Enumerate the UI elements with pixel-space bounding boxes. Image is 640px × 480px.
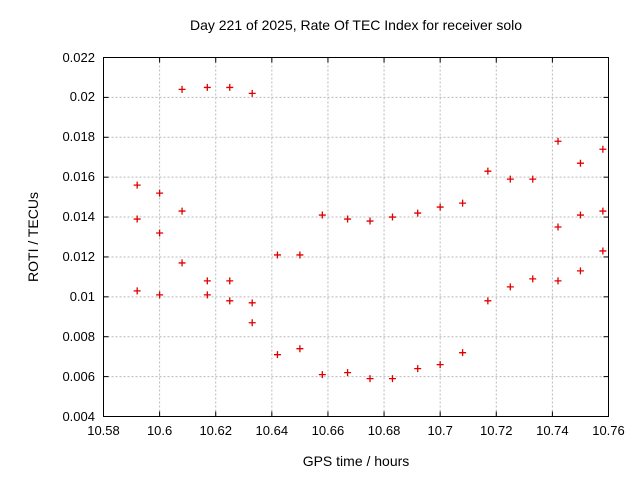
x-tick-label: 10.66 <box>311 423 345 438</box>
data-point-marker <box>436 203 444 211</box>
x-tick-label: 10.58 <box>87 423 120 438</box>
y-tick-label: 0.01 <box>69 288 95 304</box>
data-point-marker <box>459 349 467 357</box>
data-point-marker <box>248 299 256 307</box>
data-point-marker <box>506 283 514 291</box>
x-axis-label: GPS time / hours <box>302 453 410 469</box>
data-point-marker <box>414 209 422 217</box>
data-point-marker <box>296 345 304 353</box>
data-point-marker <box>156 291 164 299</box>
data-point-marker <box>248 319 256 327</box>
data-point-marker <box>133 215 141 223</box>
plot-border <box>103 57 609 417</box>
data-point-marker <box>226 277 234 285</box>
data-point-marker <box>344 369 352 377</box>
x-tick-label: 10.68 <box>367 423 401 438</box>
data-point-marker <box>273 251 281 259</box>
x-tick-label: 10.62 <box>199 423 232 438</box>
data-point-marker <box>203 291 211 299</box>
data-point-marker <box>318 371 326 379</box>
data-point-marker <box>344 215 352 223</box>
chart-title: Day 221 of 2025, Rate Of TEC Index for r… <box>189 17 523 33</box>
y-tick-label: 0.016 <box>62 169 95 185</box>
y-tick-label: 0.004 <box>62 408 95 424</box>
data-point-marker <box>296 251 304 259</box>
data-point-marker <box>178 207 186 215</box>
y-tick-label: 0.018 <box>62 129 95 145</box>
data-point-marker <box>388 213 396 221</box>
data-point-marker <box>576 211 584 219</box>
data-point-marker <box>156 229 164 237</box>
data-point-marker <box>203 277 211 285</box>
data-point-marker <box>554 223 562 231</box>
data-point-marker <box>554 277 562 285</box>
data-point-marker <box>366 217 374 225</box>
y-tick-label: 0.012 <box>62 248 95 264</box>
data-point-marker <box>133 181 141 189</box>
x-tick-label: 10.72 <box>479 423 513 438</box>
data-point-marker <box>484 297 492 305</box>
x-tick-label: 10.76 <box>592 423 625 438</box>
data-point-marker <box>318 211 326 219</box>
data-point-marker <box>133 287 141 295</box>
data-point-marker <box>366 375 374 383</box>
data-point-marker <box>506 175 514 183</box>
x-tick-label: 10.64 <box>255 423 289 438</box>
data-point-marker <box>554 137 562 145</box>
data-point-marker <box>226 83 234 91</box>
data-point-marker <box>273 351 281 359</box>
x-tick-label: 10.7 <box>427 423 453 438</box>
y-tick-label: 0.008 <box>62 328 95 344</box>
y-tick-label: 0.014 <box>62 209 95 225</box>
data-point-marker <box>226 297 234 305</box>
data-point-marker <box>436 361 444 369</box>
data-point-marker <box>599 247 607 255</box>
y-tick-label: 0.02 <box>69 89 95 105</box>
y-tick-label: 0.006 <box>62 368 95 384</box>
data-point-marker <box>203 83 211 91</box>
y-tick-label: 0.022 <box>62 49 95 65</box>
data-point-marker <box>414 365 422 373</box>
data-point-marker <box>576 159 584 167</box>
data-point-marker <box>156 189 164 197</box>
x-tick-label: 10.74 <box>536 423 569 438</box>
data-point-marker <box>178 259 186 267</box>
data-point-marker <box>459 199 467 207</box>
data-point-marker <box>388 375 396 383</box>
data-point-marker <box>599 207 607 215</box>
x-tick-label: 10.6 <box>146 423 173 438</box>
data-point-marker <box>248 89 256 97</box>
data-point-marker <box>599 145 607 153</box>
data-point-marker <box>529 175 537 183</box>
data-point-marker <box>178 85 186 93</box>
data-point-marker <box>529 275 537 283</box>
data-point-marker <box>576 267 584 275</box>
data-point-marker <box>484 167 492 175</box>
